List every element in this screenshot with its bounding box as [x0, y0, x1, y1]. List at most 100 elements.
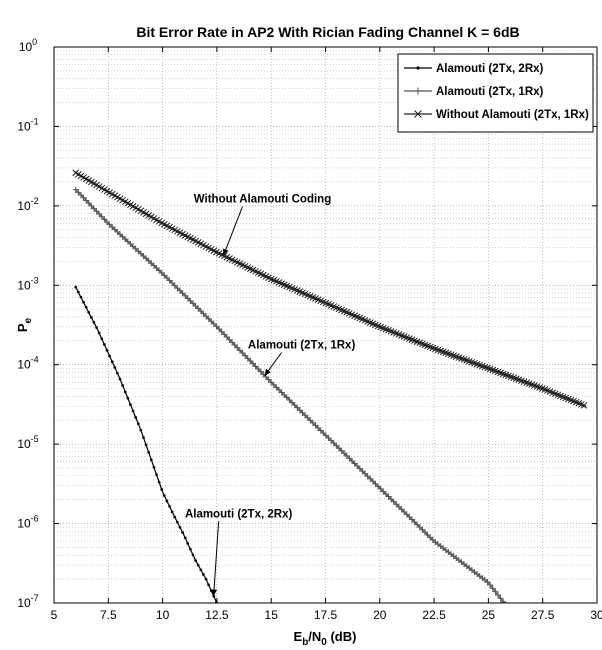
data-point-dot — [136, 422, 140, 426]
data-point-dot — [162, 494, 166, 497]
data-point-plus — [257, 368, 264, 375]
data-point-plus — [289, 399, 296, 406]
data-point-plus — [401, 508, 408, 515]
data-point-plus — [192, 302, 199, 309]
x-tick-label: 20 — [373, 608, 387, 622]
data-point-dot — [90, 316, 93, 319]
data-point-plus — [390, 498, 397, 505]
data-point-plus — [286, 397, 293, 404]
data-point-plus — [294, 404, 301, 411]
data-point-plus — [223, 334, 230, 341]
data-point-dot — [183, 536, 187, 540]
data-point-plus — [72, 186, 79, 193]
data-point-dot — [168, 505, 171, 508]
data-point-plus — [83, 197, 90, 204]
data-point-plus — [322, 432, 329, 439]
data-point-dot — [149, 458, 153, 462]
data-point-plus — [315, 424, 322, 431]
data-point-plus — [320, 429, 327, 436]
data-point-dot — [113, 366, 117, 369]
chart-title: Bit Error Rate in AP2 With Rician Fading… — [136, 24, 519, 40]
data-point-plus — [419, 526, 426, 533]
data-point-plus — [325, 435, 332, 442]
data-point-plus — [234, 344, 241, 351]
data-point-plus — [239, 350, 246, 357]
annotation-arrow — [222, 206, 243, 256]
series-2 — [72, 186, 507, 603]
data-point-dot — [121, 384, 124, 387]
data-point-dot — [191, 553, 195, 557]
data-point-plus — [273, 384, 280, 391]
data-point-plus — [388, 496, 395, 503]
data-point-plus — [96, 211, 103, 218]
data-point-plus — [307, 417, 314, 424]
data-point-plus — [281, 391, 288, 398]
data-point-plus — [231, 342, 238, 349]
data-point-plus — [414, 521, 421, 528]
legend-entry: Without Alamouti (2Tx, 1Rx) — [404, 109, 589, 121]
data-point-plus — [359, 468, 366, 475]
data-point-dot — [173, 515, 177, 519]
data-point-plus — [226, 336, 233, 343]
data-point-dot — [416, 66, 420, 70]
x-tick-label: 10 — [156, 608, 170, 622]
data-point-plus — [236, 347, 243, 354]
data-point-plus — [268, 379, 275, 386]
data-point-plus — [75, 189, 82, 196]
data-point-plus — [385, 493, 392, 500]
data-point-plus — [278, 389, 285, 396]
legend-box — [397, 53, 594, 133]
data-point-dot — [207, 583, 210, 587]
data-point-dot — [123, 390, 127, 394]
x-tick-label: 12.5 — [205, 608, 229, 622]
data-point-plus — [270, 381, 277, 388]
data-point-plus — [312, 422, 319, 429]
data-point-plus — [249, 360, 256, 367]
legend-label: Alamouti (2Tx, 1Rx) — [436, 86, 544, 98]
data-point-plus — [304, 414, 311, 421]
data-point-plus — [255, 366, 262, 373]
data-point-plus — [93, 208, 100, 215]
data-point-plus — [393, 501, 400, 508]
data-point-plus — [343, 452, 350, 459]
data-point-dot — [196, 563, 200, 567]
data-point-plus — [218, 328, 225, 335]
data-point-plus — [161, 272, 168, 279]
data-point-plus — [262, 374, 269, 381]
series-3 — [72, 169, 588, 409]
data-point-plus — [296, 407, 303, 414]
data-point-plus — [403, 511, 410, 518]
data-point-plus — [302, 412, 309, 419]
data-point-dot — [142, 436, 145, 439]
data-point-plus — [341, 450, 348, 457]
data-point-plus — [213, 323, 220, 330]
data-point-dot — [139, 428, 143, 432]
data-point-plus — [372, 480, 379, 487]
data-point-plus — [197, 308, 204, 315]
data-point-plus — [338, 447, 345, 454]
data-point-dot — [105, 348, 109, 352]
data-point-plus — [77, 192, 84, 199]
data-point-dot — [110, 360, 114, 364]
data-point-plus — [421, 529, 428, 536]
data-point-plus — [265, 376, 272, 383]
data-point-plus — [309, 419, 316, 426]
data-point-dot — [84, 305, 88, 309]
annotation-arrowhead — [222, 248, 229, 256]
data-point-dot — [170, 510, 174, 514]
data-point-plus — [380, 488, 387, 495]
data-point-plus — [414, 87, 422, 95]
data-point-plus — [195, 305, 202, 312]
data-point-plus — [210, 320, 217, 327]
data-point-dot — [76, 290, 80, 294]
data-point-plus — [98, 213, 105, 220]
data-point-plus — [395, 503, 402, 510]
data-point-dot — [87, 310, 91, 314]
data-point-dot — [134, 416, 138, 419]
data-point-plus — [283, 394, 290, 401]
data-point-plus — [200, 310, 207, 317]
x-tick-label: 30 — [590, 608, 602, 622]
data-point-dot — [100, 337, 104, 341]
data-point-plus — [80, 194, 87, 201]
